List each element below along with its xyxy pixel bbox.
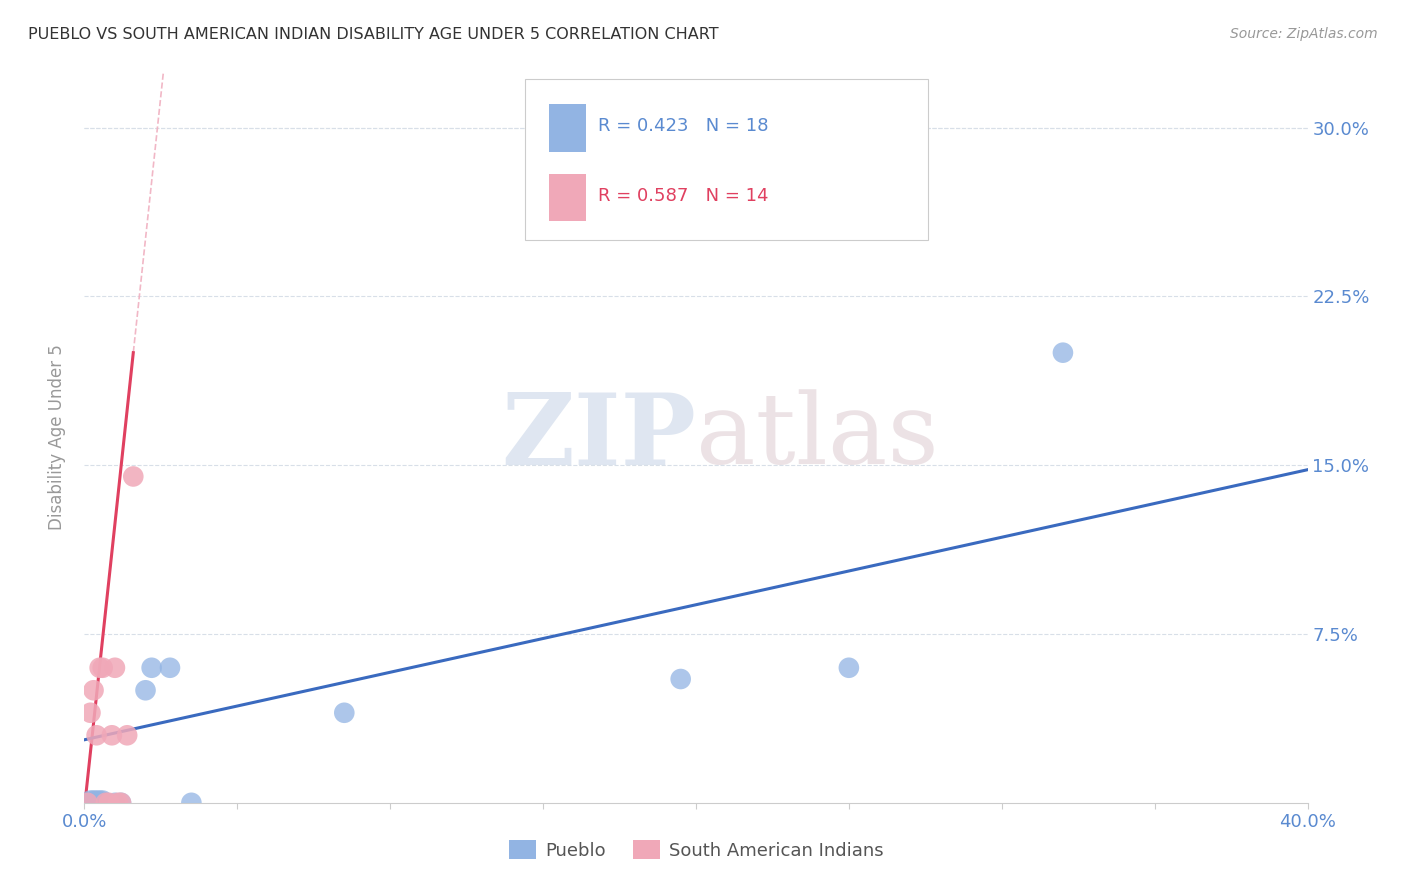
Point (76, 796, 98, 810)
Point (89, 661, 111, 675)
Text: atlas: atlas (696, 389, 939, 485)
Point (107, 796, 129, 810)
Point (91, 661, 114, 675)
Point (86, 793, 108, 807)
Point (838, 661, 860, 675)
Point (1052, 345, 1074, 359)
Point (94, 796, 117, 810)
Text: R = 0.423   N = 18: R = 0.423 N = 18 (598, 117, 769, 136)
Text: R = 0.587   N = 14: R = 0.587 N = 14 (598, 186, 769, 204)
Point (83, 793, 105, 807)
Point (104, 796, 127, 810)
Point (122, 469, 145, 483)
Point (104, 661, 127, 675)
Point (141, 661, 163, 675)
Point (79, 793, 101, 807)
Text: ZIP: ZIP (501, 389, 696, 485)
FancyBboxPatch shape (550, 104, 586, 152)
Point (79, 706, 101, 720)
Point (97, 796, 120, 810)
Point (89, 793, 111, 807)
FancyBboxPatch shape (524, 78, 928, 240)
Point (159, 661, 181, 675)
Point (86, 796, 108, 810)
FancyBboxPatch shape (550, 174, 586, 221)
Text: Source: ZipAtlas.com: Source: ZipAtlas.com (1230, 27, 1378, 41)
Point (76, 796, 98, 810)
Point (110, 796, 132, 810)
Point (180, 796, 202, 810)
Point (669, 672, 692, 686)
Y-axis label: Disability Age Under 5: Disability Age Under 5 (48, 344, 66, 530)
Point (91, 793, 114, 807)
Point (83, 683, 105, 698)
Point (333, 706, 356, 720)
Point (101, 728, 124, 742)
Point (94, 796, 117, 810)
Point (86, 728, 108, 742)
Text: PUEBLO VS SOUTH AMERICAN INDIAN DISABILITY AGE UNDER 5 CORRELATION CHART: PUEBLO VS SOUTH AMERICAN INDIAN DISABILI… (28, 27, 718, 42)
Point (135, 683, 157, 698)
Point (110, 796, 132, 810)
Legend: Pueblo, South American Indians: Pueblo, South American Indians (502, 833, 890, 867)
Point (115, 728, 138, 742)
